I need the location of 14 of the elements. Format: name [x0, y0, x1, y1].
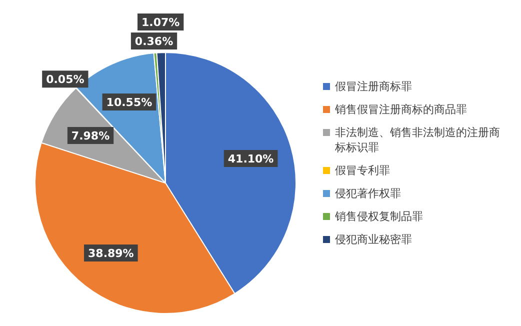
- legend-label: 侵犯著作权罪: [335, 186, 401, 201]
- data-label: 7.98%: [71, 129, 110, 142]
- data-label: 38.89%: [88, 246, 134, 260]
- data-label: 41.10%: [228, 152, 274, 166]
- legend-label: 销售假冒注册商标的商品罪: [335, 102, 467, 117]
- data-label: 10.55%: [106, 96, 152, 109]
- legend-label: 假冒注册商标罪: [335, 79, 412, 94]
- data-label: 0.36%: [134, 34, 174, 48]
- legend-label: 非法制造、销售非法制造的注册商标标识罪: [335, 125, 501, 155]
- data-label: 0.05%: [46, 73, 84, 86]
- legend-label: 销售侵权复制品罪: [335, 209, 423, 224]
- legend-label: 侵犯商业秘密罪: [335, 232, 412, 247]
- data-label: 1.07%: [141, 16, 180, 29]
- legend-label: 假冒专利罪: [335, 163, 390, 178]
